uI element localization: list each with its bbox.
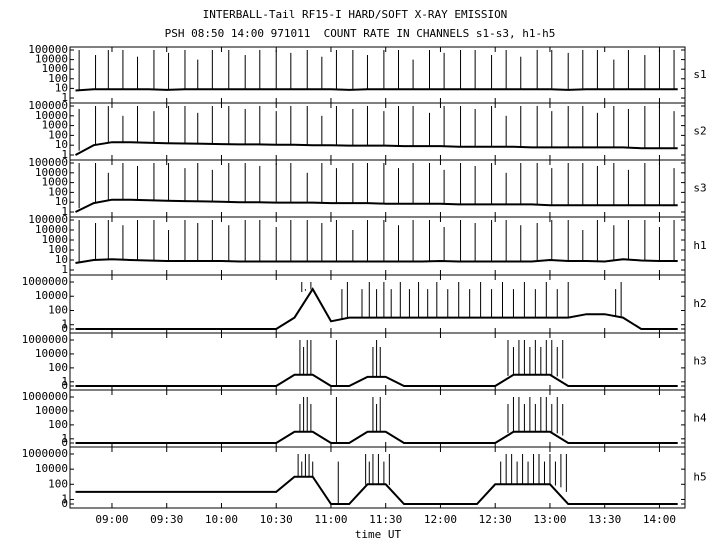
series-label: h4: [693, 412, 707, 425]
y-tick-label: 0: [61, 379, 68, 392]
series-line: [75, 258, 678, 264]
panel-frame: [69, 446, 686, 509]
x-tick-label: 09:30: [150, 513, 183, 526]
y-tick-label: 100000: [28, 213, 68, 226]
series-label: h5: [693, 471, 706, 484]
y-tick-label: 100000: [28, 43, 68, 56]
y-tick-label: 10: [55, 81, 68, 94]
y-tick-label: 1000000: [22, 275, 68, 288]
x-tick-label: 09:00: [95, 513, 128, 526]
y-tick-label: 1: [61, 375, 68, 388]
y-tick-label: 100: [48, 361, 68, 374]
series-label: h1: [693, 239, 706, 252]
y-tick-label: 100: [48, 128, 68, 141]
y-tick-label: 1000: [42, 62, 69, 75]
y-tick-label: 10000: [35, 53, 68, 66]
y-tick-label: 10000: [35, 223, 68, 236]
y-tick-label: 10000: [35, 404, 68, 417]
x-tick-label: 11:30: [369, 513, 402, 526]
x-tick-label: 13:30: [588, 513, 621, 526]
y-tick-label: 1: [61, 148, 68, 161]
y-tick-label: 1: [61, 205, 68, 218]
y-tick-label: 100: [48, 303, 68, 316]
y-tick-label: 1: [61, 318, 68, 331]
y-tick-label: 100: [48, 477, 68, 490]
x-tick-label: 13:00: [533, 513, 566, 526]
y-tick-label: 1: [61, 91, 68, 104]
x-tick-label: 12:00: [424, 513, 457, 526]
y-tick-label: 1000000: [22, 447, 68, 460]
x-axis-label: time UT: [355, 528, 402, 541]
chart-subtitle: PSH 08:50 14:00 971011 COUNT RATE IN CHA…: [165, 27, 556, 40]
y-tick-label: 10000: [35, 109, 68, 122]
y-tick-label: 10: [55, 195, 68, 208]
y-tick-label: 10: [55, 253, 68, 266]
y-tick-label: 10000: [35, 166, 68, 179]
series-label: h3: [693, 355, 706, 368]
y-tick-label: 1: [61, 263, 68, 276]
x-tick-label: 11:00: [314, 513, 347, 526]
y-tick-label: 0: [61, 436, 68, 449]
y-tick-label: 1000000: [22, 333, 68, 346]
y-tick-label: 10: [55, 138, 68, 151]
y-tick-label: 10000: [35, 462, 68, 475]
y-tick-label: 1000: [42, 233, 69, 246]
y-tick-label: 1000: [42, 119, 69, 132]
chart-title: INTERBALL-Tail RF15-I HARD/SOFT X-RAY EM…: [203, 8, 508, 21]
y-tick-label: 100: [48, 418, 68, 431]
y-tick-label: 100000: [28, 156, 68, 169]
series-line: [75, 475, 678, 505]
y-tick-label: 10000: [35, 289, 68, 302]
series-label: s2: [693, 125, 706, 138]
y-tick-label: 1000: [42, 176, 69, 189]
x-tick-label: 10:00: [205, 513, 238, 526]
series-line: [75, 141, 678, 156]
series-line: [75, 88, 678, 92]
series-label: s3: [693, 182, 706, 195]
y-tick-label: 0: [61, 322, 68, 335]
x-tick-label: 14:00: [643, 513, 676, 526]
y-tick-label: 1000000: [22, 390, 68, 403]
y-tick-label: 100: [48, 243, 68, 256]
y-tick-label: 1: [61, 432, 68, 445]
series-line: [75, 198, 678, 213]
y-tick-label: 100: [48, 72, 68, 85]
series-label: s1: [693, 68, 706, 81]
y-tick-label: 100: [48, 185, 68, 198]
x-tick-label: 12:30: [479, 513, 512, 526]
y-tick-label: 10000: [35, 347, 68, 360]
x-tick-label: 10:30: [260, 513, 293, 526]
y-tick-label: 0: [61, 497, 68, 510]
series-label: h2: [693, 297, 706, 310]
y-tick-label: 1: [61, 492, 68, 505]
y-tick-label: 100000: [28, 99, 68, 112]
